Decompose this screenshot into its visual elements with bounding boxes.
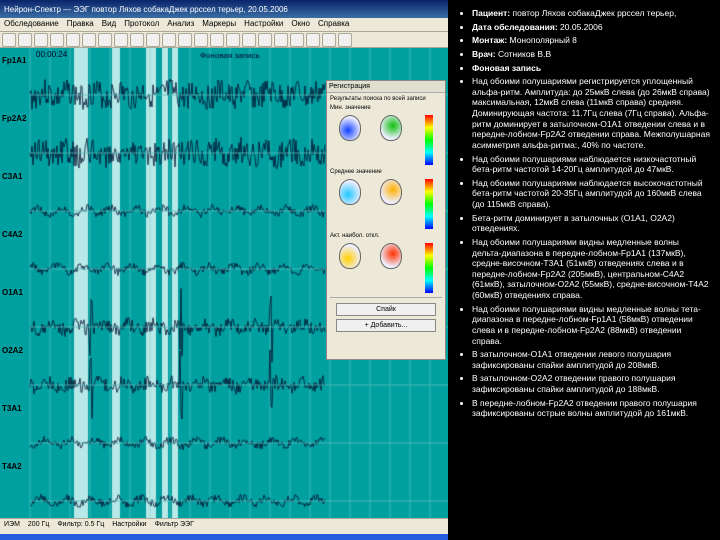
toolbar-button[interactable] — [98, 33, 112, 47]
toolbar-button[interactable] — [274, 33, 288, 47]
menu-item[interactable]: Окно — [291, 19, 310, 28]
panel-sub: Результаты поиска по всей записи — [330, 96, 442, 102]
toolbar-button[interactable] — [242, 33, 256, 47]
brain-row — [330, 115, 442, 165]
report-bullet: Над обоими полушариями видны медленные в… — [472, 304, 710, 347]
channel-label: O1A1 — [2, 288, 30, 346]
toolbar-button[interactable] — [130, 33, 144, 47]
brain-row-label: Мин. значение — [330, 105, 442, 111]
toolbar-button[interactable] — [34, 33, 48, 47]
channel-label: O2A2 — [2, 346, 30, 404]
toolbar-button[interactable] — [210, 33, 224, 47]
channel-label: Fp1A1 — [2, 56, 30, 114]
status-item: ИЭМ — [4, 521, 20, 532]
toolbar-button[interactable] — [18, 33, 32, 47]
colorbar — [425, 243, 433, 293]
spike-button[interactable]: Спайк — [336, 303, 437, 316]
analysis-panel[interactable]: Регистрация Результаты поиска по всей за… — [326, 80, 446, 360]
report-bullet: В затылочном-O2A2 отведении правого полу… — [472, 373, 710, 394]
toolbar-button[interactable] — [50, 33, 64, 47]
toolbar-button[interactable] — [226, 33, 240, 47]
toolbar[interactable] — [0, 32, 448, 48]
timecode: 00:00:24 — [36, 50, 67, 59]
colorbar — [425, 179, 433, 229]
toolbar-button[interactable] — [322, 33, 336, 47]
status-item: 200 Гц — [28, 521, 49, 532]
brain-map-left — [339, 179, 361, 205]
report-field: Монтаж: Монополярный 8 — [472, 35, 710, 46]
menu-item[interactable]: Обследование — [4, 19, 59, 28]
status-item: Настройки — [112, 521, 146, 532]
statusbar: ИЭМ 200 Гц Фильтр: 0.5 Гц Настройки Фильтр Э… — [0, 518, 448, 534]
menu-item[interactable]: Протокол — [124, 19, 159, 28]
toolbar-button[interactable] — [2, 33, 16, 47]
report-field: Фоновая запись — [472, 63, 710, 74]
add-button[interactable]: + Добавить... — [336, 319, 437, 332]
brain-map-right — [380, 179, 402, 205]
brain-row — [330, 243, 442, 293]
menu-item[interactable]: Правка — [67, 19, 94, 28]
report-bullet: Над обоими полушариями регистрируется уп… — [472, 76, 710, 150]
title-text: Нейрон-Спектр — ЭЭГ повтор Ляхов собакаД… — [4, 5, 288, 14]
report-field: Пациент: повтор Ляхов собакаДжек ррссел … — [472, 8, 710, 19]
report-field: Врач: Сотников В.В — [472, 49, 710, 60]
app-window: Нейрон-Спектр — ЭЭГ повтор Ляхов собакаД… — [0, 0, 448, 540]
toolbar-button[interactable] — [290, 33, 304, 47]
channel-label: T4A2 — [2, 462, 30, 520]
toolbar-button[interactable] — [306, 33, 320, 47]
brain-row-label: Среднее значение — [330, 169, 442, 175]
report-text: Пациент: повтор Ляхов собакаДжек ррссел … — [448, 0, 720, 540]
toolbar-button[interactable] — [162, 33, 176, 47]
brain-map-right — [380, 243, 402, 269]
menu-item[interactable]: Справка — [318, 19, 349, 28]
report-bullet: Бета-ритм доминирует в затылочных (O1A1,… — [472, 213, 710, 234]
menu-item[interactable]: Анализ — [167, 19, 194, 28]
status-item: Фильтр ЭЭГ — [155, 521, 194, 532]
taskbar[interactable] — [0, 534, 448, 540]
toolbar-button[interactable] — [178, 33, 192, 47]
colorbar — [425, 115, 433, 165]
report-bullet: Над обоими полушариями видны медленные в… — [472, 237, 710, 301]
menu-item[interactable]: Вид — [102, 19, 116, 28]
report-bullet: В затылочном-O1A1 отведении левого полуш… — [472, 349, 710, 370]
channel-label: C4A2 — [2, 230, 30, 288]
toolbar-button[interactable] — [338, 33, 352, 47]
report-bullet: Над обоими полушариями наблюдается низко… — [472, 154, 710, 175]
toolbar-button[interactable] — [66, 33, 80, 47]
menubar[interactable]: Обследование Правка Вид Протокол Анализ Марке… — [0, 18, 448, 32]
toolbar-button[interactable] — [82, 33, 96, 47]
toolbar-button[interactable] — [114, 33, 128, 47]
brain-map-left — [339, 243, 361, 269]
channel-label: C3A1 — [2, 172, 30, 230]
eeg-viewport[interactable]: Fp1A1Fp2A2C3A1C4A2O1A1O2A2T3A1T4A2 00:00… — [0, 48, 448, 518]
panel-header: Регистрация — [327, 81, 445, 93]
report-bullet: В передне-лобном-Fp2A2 отведении правого… — [472, 398, 710, 419]
brain-row-label: Акт. наибол. откл. — [330, 233, 442, 239]
titlebar[interactable]: Нейрон-Спектр — ЭЭГ повтор Ляхов собакаД… — [0, 0, 448, 18]
channel-labels: Fp1A1Fp2A2C3A1C4A2O1A1O2A2T3A1T4A2 — [2, 56, 30, 520]
menu-item[interactable]: Маркеры — [202, 19, 236, 28]
report-bullet: Над обоими полушариями наблюдается высок… — [472, 178, 710, 210]
toolbar-button[interactable] — [194, 33, 208, 47]
channel-label: T3A1 — [2, 404, 30, 462]
brain-row — [330, 179, 442, 229]
toolbar-button[interactable] — [258, 33, 272, 47]
brain-map-left — [339, 115, 361, 141]
toolbar-button[interactable] — [146, 33, 160, 47]
menu-item[interactable]: Настройки — [244, 19, 283, 28]
channel-label: Fp2A2 — [2, 114, 30, 172]
brain-map-right — [380, 115, 402, 141]
report-field: Дата обследования: 20.05.2006 — [472, 22, 710, 33]
status-item: Фильтр: 0.5 Гц — [57, 521, 104, 532]
